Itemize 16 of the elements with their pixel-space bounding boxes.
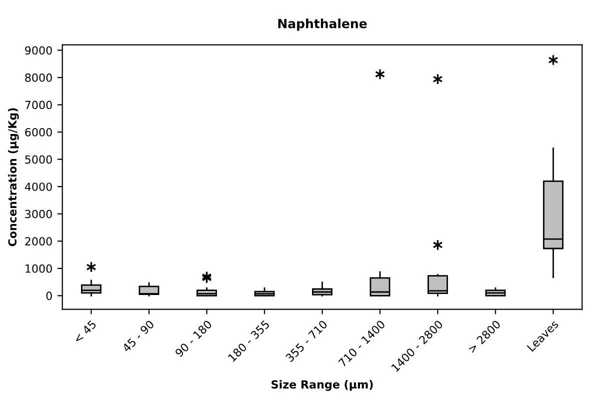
- y-tick-label: 1000: [26, 264, 52, 273]
- y-axis-title: Concentration (µg/Kg): [8, 108, 19, 246]
- y-tick-label: 7000: [25, 100, 52, 110]
- x-tick-label: < 45: [73, 320, 97, 344]
- y-tick-label: 3000: [25, 210, 52, 218]
- y-tick-label: 9000: [25, 46, 52, 55]
- y-tick-label: 5000: [25, 155, 52, 164]
- x-tick-label: 45 - 90: [122, 320, 155, 353]
- x-tick-label: 90 - 180: [174, 320, 212, 358]
- y-tick-label: 0: [46, 292, 52, 300]
- y-tick-label: 4000: [24, 182, 52, 191]
- y-tick-label: 2000: [25, 237, 52, 246]
- y-tick-label: 6000: [25, 128, 52, 136]
- y-tick-label: 8000: [25, 73, 52, 82]
- x-axis-title: Size Range (µm): [272, 380, 373, 391]
- chart-title: Naphthalene: [278, 18, 367, 31]
